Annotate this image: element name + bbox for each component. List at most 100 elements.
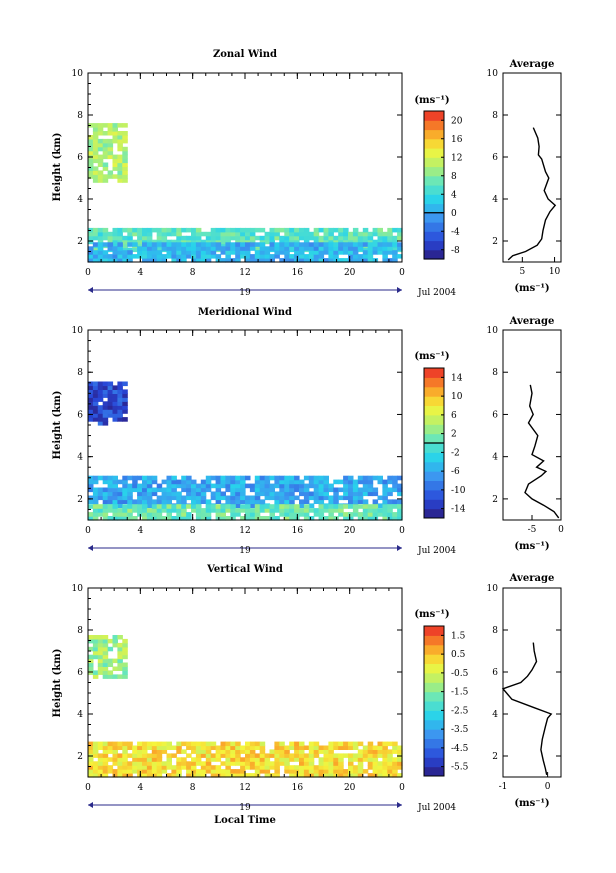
heatmap-cell — [343, 769, 349, 774]
heatmap-cell — [367, 757, 374, 762]
heatmap-cell — [382, 495, 388, 501]
heatmap-cell — [142, 239, 148, 245]
average-profile-line — [524, 384, 560, 519]
heatmap-cell — [338, 773, 344, 778]
heatmap-cell — [392, 765, 398, 770]
colorbar-swatch — [424, 175, 444, 186]
heatmap-cell — [166, 487, 172, 493]
heatmap-cell — [88, 769, 94, 774]
heatmap-cell — [200, 491, 207, 497]
heatmap-cell — [186, 765, 192, 770]
heatmap-cell — [367, 487, 374, 493]
heatmap-cell — [274, 765, 280, 770]
heatmap-cell — [318, 479, 325, 485]
heatmap-cell — [313, 745, 320, 750]
heatmap-cell — [161, 487, 168, 493]
heatmap-cell — [397, 749, 403, 754]
date-label: Jul 2004 — [417, 803, 456, 813]
heatmap-cell — [357, 246, 364, 251]
heatmap-cell — [122, 761, 128, 766]
heatmap-cell — [127, 769, 133, 774]
heatmap-cell — [245, 483, 251, 489]
heatmap-cell — [235, 231, 241, 237]
heatmap-cell — [377, 508, 383, 513]
average-xlabel: (ms⁻¹) — [514, 798, 549, 809]
colorbar-swatch — [424, 738, 444, 749]
heatmap-cell — [333, 753, 339, 758]
heatmap-cell — [323, 491, 329, 497]
heatmap-cell — [299, 757, 305, 762]
heatmap-cell — [308, 491, 315, 497]
heatmap-cell — [308, 503, 315, 508]
colorbar-swatch — [424, 386, 444, 397]
heatmap-cell — [88, 662, 94, 667]
heatmap-cell — [97, 666, 104, 671]
average-y-tick-label: 6 — [492, 668, 498, 678]
heatmap-cell — [127, 254, 133, 259]
heatmap-cell — [92, 487, 99, 493]
heatmap-cell — [274, 508, 280, 513]
heatmap-cell — [254, 247, 261, 253]
heatmap-cell — [254, 487, 261, 493]
heatmap-cell — [200, 495, 207, 501]
heatmap-cell — [299, 491, 305, 497]
heatmap-cell — [382, 749, 388, 754]
heatmap-cell — [112, 495, 118, 501]
heatmap-cell — [122, 254, 128, 259]
heatmap-cell — [186, 235, 192, 241]
heatmap-cell — [382, 239, 388, 245]
heatmap-cell — [294, 765, 300, 770]
heatmap-cell — [289, 235, 295, 241]
heatmap-cell — [88, 499, 94, 504]
heatmap-cell — [392, 773, 398, 778]
heatmap-cell — [362, 475, 369, 481]
heatmap-cell — [382, 235, 388, 241]
heatmap-cell — [132, 745, 138, 750]
heatmap-cell — [264, 757, 271, 762]
heatmap-cell — [294, 235, 300, 241]
heatmap-cell — [387, 487, 393, 493]
heatmap-cell — [259, 487, 266, 493]
heatmap-cell — [352, 499, 359, 504]
heatmap-cell — [205, 765, 212, 770]
heatmap-cell — [156, 499, 163, 504]
colorbar-swatch — [424, 461, 444, 472]
heatmap-cell — [161, 495, 168, 501]
heatmap-cell — [191, 242, 197, 247]
heatmap-cell — [156, 239, 163, 245]
heatmap-cell — [294, 495, 300, 501]
heatmap-cell — [313, 487, 320, 493]
heatmap-cell — [323, 753, 329, 758]
heatmap-cell — [235, 741, 241, 747]
heatmap-cell — [161, 242, 168, 247]
colorbar-swatch — [424, 471, 444, 481]
heatmap-cell — [200, 516, 207, 521]
heatmap-cell — [357, 769, 364, 774]
heatmap-cell — [92, 138, 99, 144]
heatmap-cell — [181, 239, 187, 245]
heatmap-cell — [107, 142, 114, 148]
heatmap-cell — [279, 227, 285, 233]
heatmap-cell — [274, 231, 280, 237]
heatmap-cell — [117, 487, 123, 493]
heatmap-cell — [323, 231, 329, 237]
heatmap-cell — [171, 483, 177, 489]
y-tick-label: 10 — [72, 69, 84, 79]
heatmap-cell — [308, 508, 315, 513]
heatmap-meridional — [88, 381, 403, 521]
heatmap-cell — [269, 504, 275, 509]
heatmap-cell — [92, 745, 99, 750]
heatmap-cell — [269, 231, 275, 237]
heatmap-cell — [308, 475, 315, 481]
heatmap-cell — [122, 243, 128, 249]
heatmap-cell — [318, 254, 325, 259]
heatmap-cell — [382, 761, 388, 766]
heatmap-cell — [357, 516, 364, 521]
heatmap-cell — [112, 154, 118, 160]
heatmap-cell — [343, 745, 349, 750]
heatmap-cell — [92, 405, 99, 410]
heatmap-cell — [269, 227, 275, 233]
heatmap-cell — [156, 761, 163, 766]
heatmap-cell — [279, 235, 285, 241]
heatmap-cell — [343, 753, 349, 758]
